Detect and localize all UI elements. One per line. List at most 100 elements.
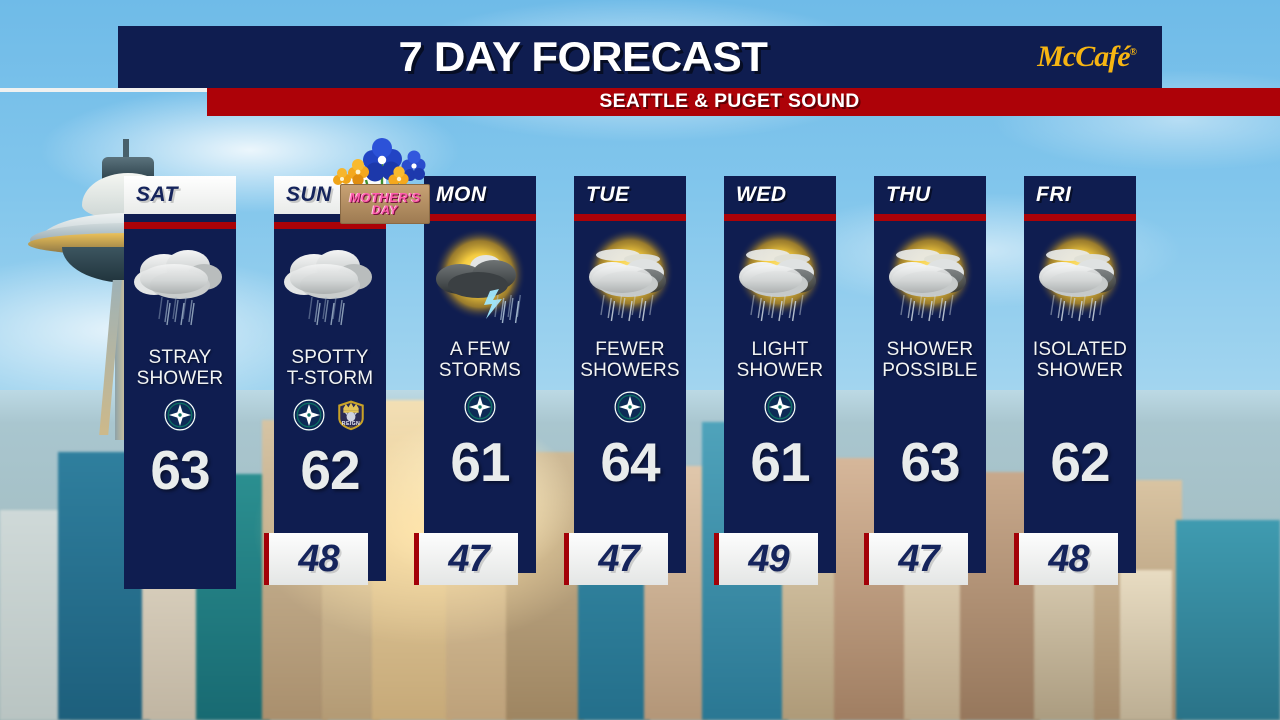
mothers-day-line2: DAY <box>372 203 398 217</box>
condition-text: A FEW STORMS <box>439 335 521 381</box>
forecast-column-wed: WED <box>724 176 836 573</box>
high-temperature: 61 <box>450 431 510 493</box>
mariners-logo <box>463 390 497 424</box>
accent-rule <box>724 214 836 221</box>
condition-line2: SHOWER <box>136 368 224 389</box>
day-label: WED <box>736 183 787 206</box>
rain-cloud-icon <box>274 235 386 343</box>
sponsor-wordmark: McCafé <box>1037 40 1130 73</box>
day-header-tue: TUE <box>574 176 686 214</box>
region-subtitle: SEATTLE & PUGET SOUND <box>599 91 860 112</box>
condition-line2: POSSIBLE <box>882 360 978 381</box>
accent-rule <box>874 214 986 221</box>
condition-line2: SHOWER <box>1036 360 1124 381</box>
team-logos <box>763 381 797 433</box>
header-white-strip <box>0 88 207 92</box>
sun-shower-icon <box>724 227 836 335</box>
forecast-column-sat: SAT <box>124 176 236 589</box>
high-temperature: 62 <box>1050 431 1110 493</box>
condition-line1: SHOWER <box>886 339 974 360</box>
registered-mark: ® <box>1129 47 1138 58</box>
forecast-column-fri: FRI <box>1024 176 1136 573</box>
header-spacer <box>274 214 386 222</box>
condition-line2: SHOWER <box>736 360 824 381</box>
high-temperature: 63 <box>900 431 960 493</box>
condition-line1: LIGHT <box>751 339 809 360</box>
condition-text: LIGHT SHOWER <box>737 335 824 381</box>
condition-line1: SPOTTY <box>291 347 369 368</box>
team-logos <box>613 381 647 433</box>
condition-line2: SHOWERS <box>580 360 680 381</box>
day-label: TUE <box>586 183 630 206</box>
accent-rule <box>274 222 386 229</box>
rain-cloud-icon <box>124 235 236 343</box>
forecast-column-sun: SUN <box>274 176 386 581</box>
day-panel-tue: FEWER SHOWERS 64 <box>574 221 686 573</box>
mothers-day-line1: MOTHER'S <box>349 190 421 205</box>
condition-text: SPOTTY T-STORM <box>287 343 374 389</box>
day-panel-thu: SHOWER POSSIBLE 63 <box>874 221 986 573</box>
day-label: MON <box>436 183 487 206</box>
accent-rule <box>124 222 236 229</box>
day-header-fri: FRI <box>1024 176 1136 214</box>
low-temperature-sun: 48 <box>264 533 368 585</box>
forecast-column-mon: MON <box>424 176 536 573</box>
mariners-logo <box>763 390 797 424</box>
condition-text: STRAY SHOWER <box>137 343 224 389</box>
page-title: 7 DAY FORECAST <box>398 33 768 80</box>
accent-rule <box>574 214 686 221</box>
day-label: THU <box>886 183 931 206</box>
day-panel-fri: ISOLATED SHOWER 62 <box>1024 221 1136 573</box>
day-panel-sun: SPOTTY T-STORM REIGN FC 62 <box>274 229 386 581</box>
high-temperature: 61 <box>750 431 810 493</box>
condition-line2: T-STORM <box>286 368 374 389</box>
day-panel-mon: A FEW STORMS 61 <box>424 221 536 573</box>
condition-line2: STORMS <box>438 360 522 381</box>
day-label: SUN <box>286 183 332 206</box>
day-panel-sat: STRAY SHOWER 63 <box>124 229 236 589</box>
high-temperature: 63 <box>150 439 210 501</box>
low-temperature-tue: 47 <box>564 533 668 585</box>
high-temperature: 62 <box>300 439 360 501</box>
high-temperature: 64 <box>600 431 660 493</box>
header-spacer <box>124 214 236 222</box>
mothers-day-badge: MOTHER'S DAY <box>330 138 436 226</box>
condition-text: ISOLATED SHOWER <box>1033 335 1127 381</box>
forecast-column-tue: TUE <box>574 176 686 573</box>
condition-line1: ISOLATED <box>1032 339 1128 360</box>
day-header-mon: MON <box>424 176 536 214</box>
header-subtitle-bar: SEATTLE & PUGET SOUND <box>207 88 1280 116</box>
team-logos: REIGN FC <box>292 389 368 441</box>
day-header-sat: SAT <box>124 176 236 214</box>
day-panel-wed: LIGHT SHOWER 61 <box>724 221 836 573</box>
condition-text: FEWER SHOWERS <box>580 335 680 381</box>
team-logos <box>463 381 497 433</box>
low-temperature-thu: 47 <box>864 533 968 585</box>
day-header-thu: THU <box>874 176 986 214</box>
condition-line1: FEWER <box>595 339 665 360</box>
mariners-logo <box>163 398 197 432</box>
svg-text:FC: FC <box>349 426 353 430</box>
day-label: FRI <box>1036 183 1072 206</box>
condition-text: SHOWER POSSIBLE <box>882 335 978 381</box>
condition-line1: A FEW <box>449 339 511 360</box>
forecast-column-thu: THU <box>874 176 986 573</box>
day-label: SAT <box>136 183 178 206</box>
low-temperature-fri: 48 <box>1014 533 1118 585</box>
reign-logo: REIGN FC <box>338 400 364 431</box>
team-logos <box>163 389 197 441</box>
sun-thunderstorm-icon <box>424 227 536 335</box>
mariners-logo <box>613 390 647 424</box>
accent-rule <box>1024 214 1136 221</box>
sun-shower-icon <box>1024 227 1136 335</box>
mothers-day-sign: MOTHER'S DAY <box>340 184 430 224</box>
condition-line1: STRAY <box>148 347 212 368</box>
low-temperature-mon: 47 <box>414 533 518 585</box>
mariners-logo <box>292 398 326 432</box>
mccafe-sponsor-logo: McCafé® <box>1037 40 1138 74</box>
sun-shower-icon <box>874 227 986 335</box>
low-temperature-wed: 49 <box>714 533 818 585</box>
sun-shower-icon <box>574 227 686 335</box>
